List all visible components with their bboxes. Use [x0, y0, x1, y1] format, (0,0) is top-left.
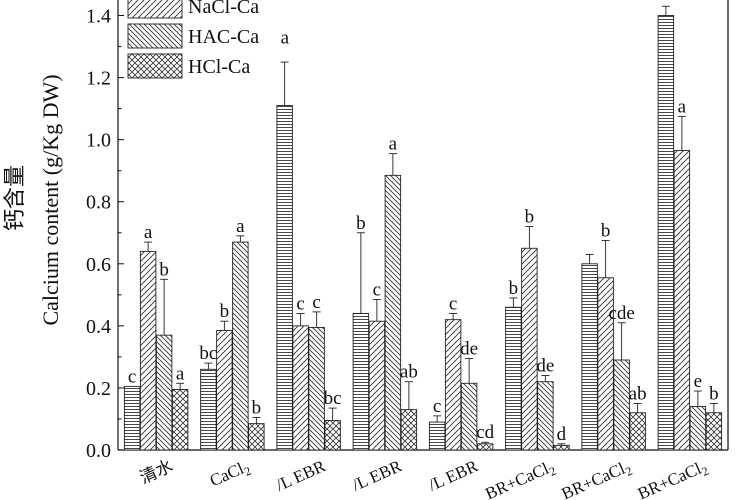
legend-swatch: [127, 53, 183, 79]
bar: [248, 423, 265, 451]
x-tick-label: /L EBR: [349, 456, 405, 495]
bar: [352, 312, 370, 451]
significance-label: c: [449, 293, 457, 314]
bar: [521, 247, 538, 451]
bar: [553, 444, 570, 451]
x-tick-label-text: BR+CaCl2: [635, 456, 711, 500]
significance-label: c: [312, 292, 320, 313]
significance-label: b: [601, 221, 611, 242]
significance-label: b: [709, 383, 719, 404]
bar: [581, 263, 598, 451]
bar: [460, 382, 478, 451]
bar: [657, 15, 675, 451]
significance-label: de: [536, 356, 554, 377]
bars-group: [123, 5, 723, 451]
legend-label: NaCl-Ca: [188, 0, 259, 18]
significance-label: b: [220, 301, 230, 322]
significance-label: c: [296, 293, 304, 314]
significance-label: bc: [324, 388, 342, 409]
significance-label: c: [128, 366, 136, 387]
y-tick-label: 0.6: [86, 254, 111, 276]
y-tick-label: 0.0: [86, 440, 111, 462]
x-tick-label: 清水: [137, 456, 176, 487]
bar: [673, 150, 691, 451]
bar: [629, 412, 646, 451]
legend-swatch: [127, 23, 183, 49]
significance-label: c: [373, 279, 381, 300]
significance-label: b: [356, 213, 366, 234]
significance-label: b: [525, 207, 535, 228]
significance-label: ab: [400, 362, 418, 383]
bar: [444, 319, 462, 451]
bar: [368, 320, 386, 451]
bar: [384, 174, 402, 451]
y-tick-label: 0.4: [86, 316, 111, 338]
x-tick-label-text: BR+CaCl2: [482, 456, 558, 500]
bar: [324, 420, 341, 451]
legend: NaCl-Ca HAC-Ca HCl-Ca: [127, 0, 259, 79]
bar: [308, 326, 325, 451]
y-tick-label: 1.4: [86, 6, 111, 28]
x-tick-label-text: BR+CaCl2: [559, 456, 635, 500]
x-tick-label-text: /L EBR: [273, 456, 329, 495]
bar: [689, 406, 707, 451]
significance-label: a: [144, 222, 153, 243]
bar: [139, 250, 157, 451]
bar: [171, 389, 189, 451]
significance-label: cd: [476, 422, 494, 443]
significance-label: cde: [608, 303, 634, 324]
significance-label: a: [389, 134, 398, 155]
bar: [292, 325, 309, 451]
significance-label: b: [159, 259, 169, 280]
x-tick-label: BR+CaCl2: [482, 456, 558, 500]
bar: [613, 359, 630, 451]
y-axis-title: Calcium content (g/Kg DW): [38, 74, 63, 325]
y-axis-title-cn: 钙含量: [2, 165, 27, 231]
bar: [123, 385, 141, 451]
significance-label: a: [678, 96, 687, 117]
bar: [705, 412, 723, 451]
x-tick-label: /L EBR: [426, 456, 482, 495]
significance-label: b: [509, 278, 519, 299]
y-tick-label: 1.2: [86, 68, 111, 90]
y-tick-label: 0.2: [86, 378, 111, 400]
bar: [200, 368, 217, 451]
significance-label: bc: [199, 343, 217, 364]
significance-label: c: [433, 396, 441, 417]
y-tick-label: 0.8: [86, 192, 111, 214]
significance-label: d: [557, 424, 567, 445]
bar: [400, 409, 418, 451]
significance-label: a: [281, 27, 290, 48]
legend-label: HCl-Ca: [188, 56, 250, 78]
bar: [276, 105, 293, 451]
legend-swatch: [127, 0, 183, 19]
bar: [232, 241, 249, 451]
bar: [155, 334, 173, 451]
x-tick-label-text: 清水: [137, 456, 176, 487]
x-tick-label: /L EBR: [273, 456, 329, 495]
bar: [216, 330, 233, 451]
significance-label: de: [460, 338, 478, 359]
significance-label: e: [694, 371, 702, 392]
significance-label: a: [176, 363, 185, 384]
x-tick-label-text: CaCl2: [207, 456, 253, 493]
bar: [537, 381, 554, 451]
y-tick-label: 1.0: [86, 130, 111, 152]
significance-label: ab: [629, 383, 647, 404]
legend-label: HAC-Ca: [188, 26, 259, 48]
x-tick-label: BR+CaCl2: [559, 456, 635, 500]
bar: [476, 443, 494, 451]
x-tick-label-text: /L EBR: [426, 456, 482, 495]
x-tick-label: BR+CaCl2: [635, 456, 711, 500]
bar: [428, 421, 446, 451]
x-tick-label: CaCl2: [207, 456, 253, 493]
significance-label: a: [236, 216, 245, 237]
bar: [505, 306, 522, 451]
significance-label: b: [252, 397, 262, 418]
x-tick-label-text: /L EBR: [349, 456, 405, 495]
